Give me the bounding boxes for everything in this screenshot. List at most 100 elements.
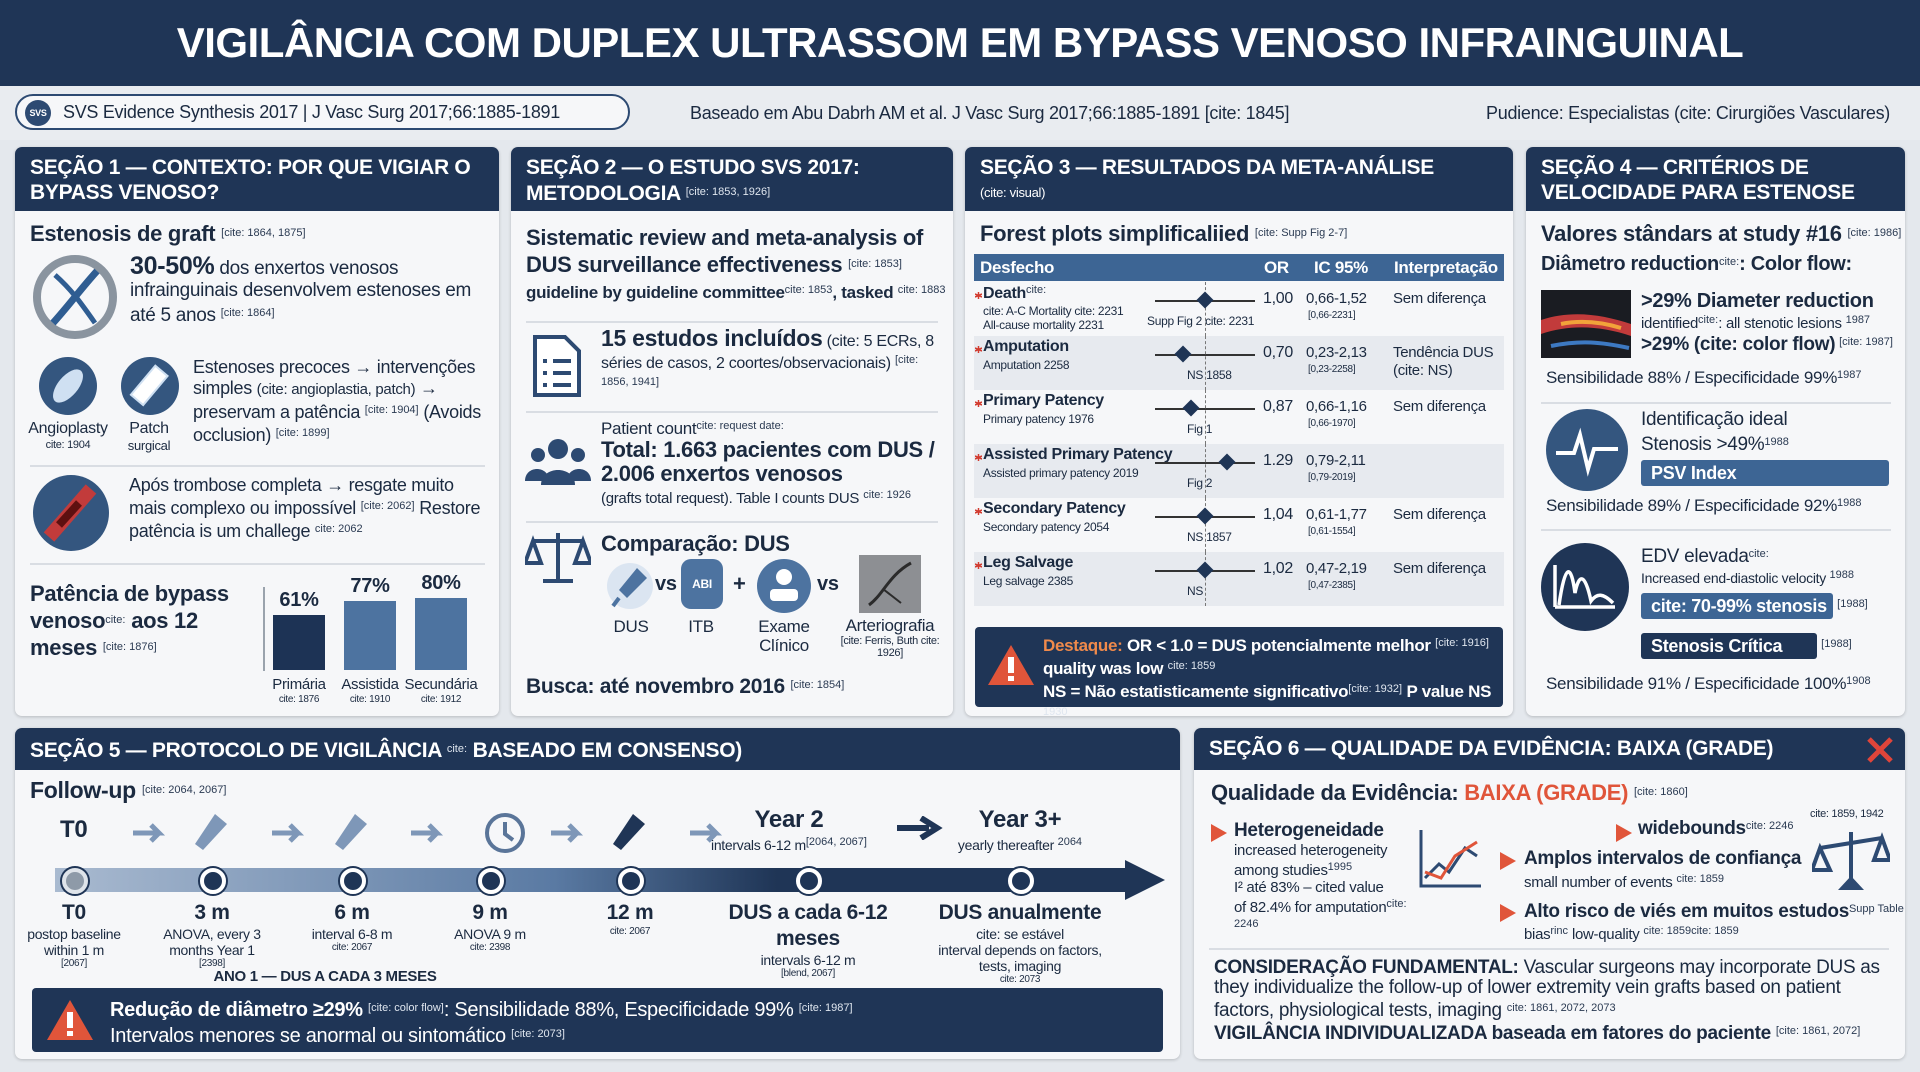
outcome-name: Leg Salvage [983, 554, 1074, 571]
scale-icon [1812, 832, 1890, 890]
text: Patch [129, 420, 169, 437]
a: Patient countcite: request date: Total: 1… [601, 417, 946, 508]
step-cite: cite: 2067 [609, 926, 651, 937]
text: ABI [692, 577, 712, 591]
path [690, 823, 723, 843]
text: [cite: Ferris, Buth cite: 1926] [840, 635, 940, 659]
path [335, 814, 367, 850]
path [133, 823, 166, 843]
interpretation: Sem diferença [1393, 560, 1486, 577]
text: cite: 1904 [45, 439, 91, 451]
bar [415, 598, 467, 670]
path [411, 823, 444, 843]
or: 0,70 [1263, 344, 1293, 361]
text: Year 3+ [978, 806, 1062, 833]
path [1556, 427, 1618, 477]
or: 1.29 [1263, 452, 1293, 469]
a: Redução de diâmetro ≥29% [cite: color fl… [110, 996, 1150, 1048]
audience: Pudience: Especialistas (cite: Cirurgiõe… [1486, 103, 1890, 123]
a: Stenosis Crítica [1988] [1641, 633, 1852, 659]
badge2: Stenosis Crítica [1641, 633, 1817, 659]
interpretation: Sem diferença [1393, 290, 1486, 307]
outcome-name: Assisted Primary Patency [983, 446, 1173, 463]
a: Patch surgical [101, 420, 197, 454]
ellipse [53, 369, 83, 403]
a: wideboundscite: 2246 [1638, 818, 1794, 840]
divider [30, 563, 485, 565]
timeline-node [796, 868, 822, 894]
path [1871, 832, 1890, 862]
divider [1541, 529, 1891, 531]
text: Estenosis de graft [30, 221, 216, 246]
step-cite: cite: 2073 [999, 974, 1041, 985]
value-label: 61% [279, 589, 319, 612]
c: [cite: 1853] [848, 258, 902, 270]
c: rinc [1550, 925, 1569, 937]
section-6: SEÇÃO 6 — QUALIDADE DA EVIDÊNCIA: BAIXA … [1194, 728, 1905, 1059]
c: 1908 [1846, 675, 1871, 687]
subheader: SVS SVS Evidence Synthesis 2017 | J Vasc … [0, 86, 1920, 140]
category-label: Secundária [404, 676, 478, 693]
g [525, 439, 591, 485]
a: Arteriografia [cite: Ferris, Buth cite: 1… [833, 617, 947, 660]
interpretation: Sem diferença [1393, 506, 1486, 523]
step-cite: cite: 2067 [331, 942, 373, 953]
div: >29% (cite: color flow) [cite: 1987] [1641, 333, 1903, 355]
line [611, 596, 621, 608]
c: 1988 [1829, 569, 1855, 581]
section-title: SEÇÃO 1 — CONTEXTO: POR QUE VIGIAR O BYP… [15, 147, 499, 211]
a: Sensibilidade 91% / Especificidade 100%1… [1546, 674, 1871, 694]
path [1541, 314, 1631, 336]
c: [cite: 1987] [1839, 336, 1893, 348]
text: yearly thereafter [957, 837, 1054, 853]
text: PSV Index [1651, 463, 1737, 483]
a: Interpretação [1394, 258, 1498, 277]
a: EDV elevadacite: Increased end-diastolic … [1641, 545, 1903, 588]
text: Patient count [601, 419, 697, 438]
or: 1,00 [1263, 290, 1293, 307]
chart-icon [1419, 830, 1481, 888]
outcome-sub: Assisted primary patency 2019 [983, 466, 1139, 480]
text: BAIXA (GRADE) [1464, 780, 1629, 805]
rect [67, 1031, 73, 1036]
text: >29% (cite: color flow) [1641, 334, 1836, 355]
c: 1988 [1764, 436, 1789, 448]
a: vs [817, 573, 839, 595]
text: BASEADO EM CONSENSO) [472, 739, 743, 762]
path [897, 816, 943, 840]
a: Busca: até novembro 2016 [cite: 1854] [526, 675, 844, 699]
c: 1995 [1327, 861, 1353, 873]
ref-line [1205, 552, 1206, 606]
div: identifiedcite:: all stenotic lesions 19… [1641, 311, 1903, 333]
step-text: within 1 m [43, 942, 105, 958]
text: surgical [127, 438, 171, 453]
bar [273, 615, 325, 670]
doppler-image [1541, 290, 1631, 358]
outcome: Deathcite: [983, 284, 1046, 303]
c: cite: [1748, 548, 1769, 560]
path [533, 335, 581, 397]
text: Redução de diâmetro ≥29% [110, 999, 363, 1021]
c: [cite: 1856, 1941] [601, 354, 919, 388]
step-cite: [blend, 2067] [781, 968, 835, 979]
outcome-name: Secondary Patency [983, 500, 1126, 517]
c: cite: 1859 [1676, 873, 1725, 885]
a: OR [1264, 258, 1289, 277]
timeline-node [340, 868, 366, 894]
text: : Color flow: [1739, 253, 1852, 275]
a: Diâmetro reductioncite:: Color flow: [1541, 253, 1852, 276]
path [1616, 824, 1632, 842]
plot-note: NS 1858 [1187, 368, 1232, 382]
circle [485, 813, 525, 853]
c: [cite: 1899] [275, 427, 330, 439]
text: (cite: visual) [980, 185, 1046, 200]
ref-line [1205, 336, 1206, 390]
value-label: 77% [350, 574, 390, 597]
a: Estenosis de graft [cite: 1864, 1875] [30, 221, 306, 247]
divider [1541, 402, 1891, 404]
text: increased heterogeneity [1234, 842, 1388, 859]
div: (grafts total request). Table I counts D… [601, 486, 946, 508]
div: Destaque: OR < 1.0 = DUS potencialmente … [1043, 633, 1498, 656]
alert-box: Redução de diâmetro ≥29% [cite: color fl… [32, 988, 1163, 1052]
outcome-sub: Secondary patency 2054 [983, 520, 1110, 534]
